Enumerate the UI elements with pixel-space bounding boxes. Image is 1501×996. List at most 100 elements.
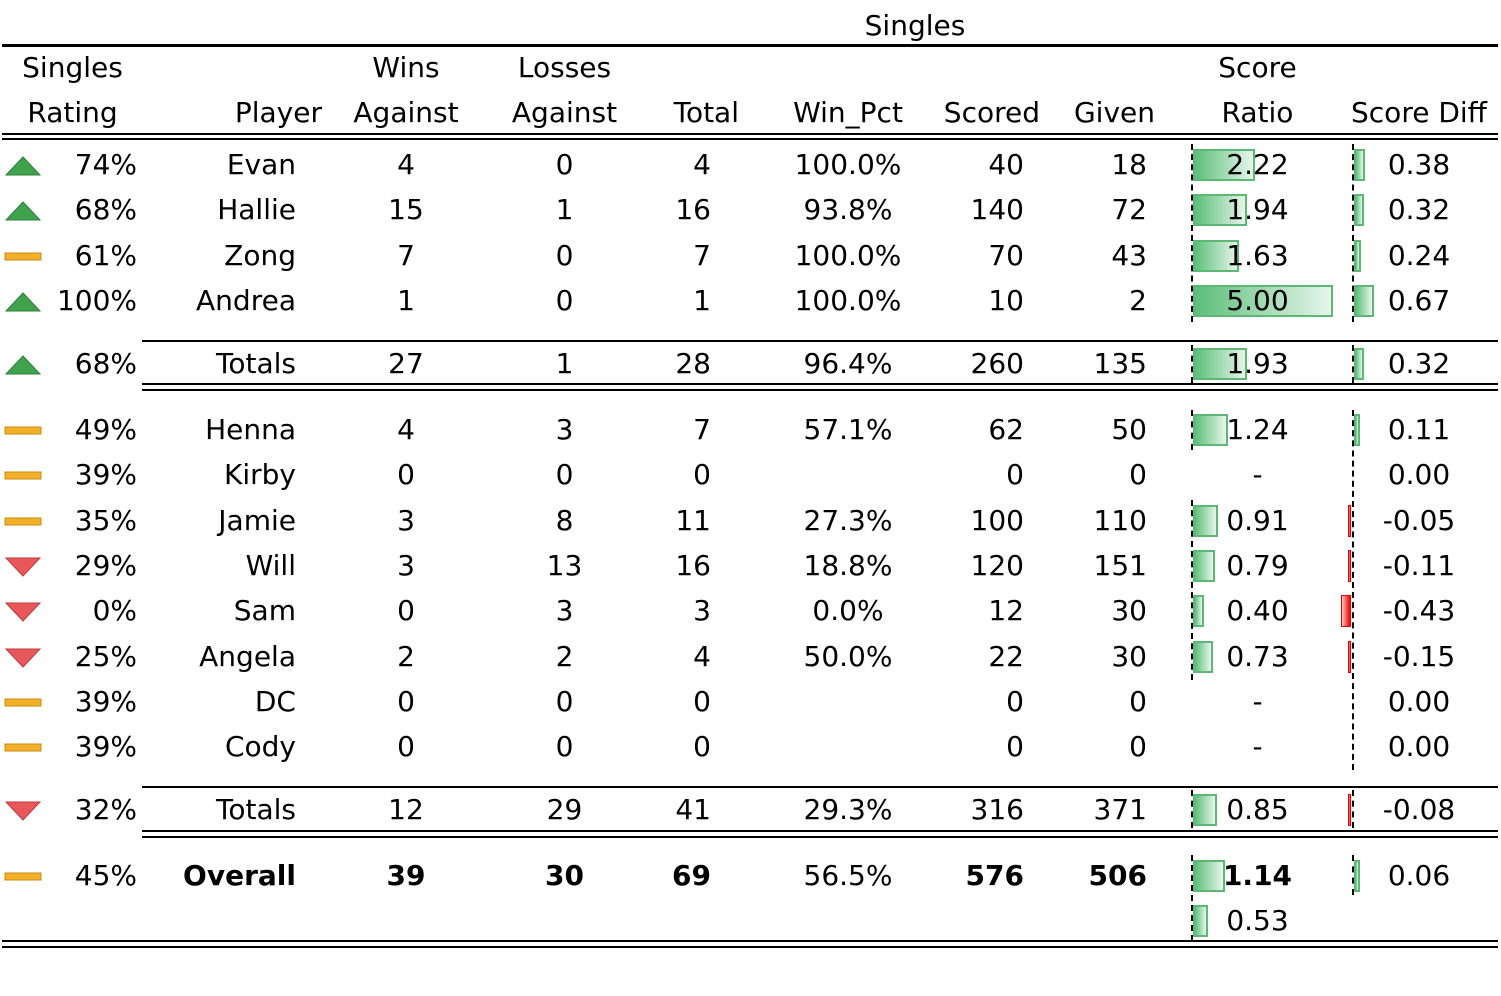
ratio-axis-block2 <box>1191 500 1193 680</box>
cell-wins: 7 <box>397 239 415 272</box>
cell-scored: 10 <box>988 284 1024 317</box>
cell-wins: 3 <box>397 504 415 537</box>
up-triangle-icon <box>4 292 42 312</box>
cell-rating: 45% <box>74 859 137 892</box>
cell-losses: 3 <box>555 594 574 627</box>
cell-diff: 0.24 <box>1387 239 1451 272</box>
diff-axis-block1 <box>1352 144 1354 322</box>
cell-ratio: 1.14 <box>1222 859 1293 892</box>
cell-ratio: 1.94 <box>1226 193 1289 226</box>
ratio-data-bar <box>1193 505 1218 537</box>
cell-diff: -0.43 <box>1382 594 1456 627</box>
header-wins-l2: Against <box>353 96 459 129</box>
cell-player: Will <box>245 549 296 582</box>
diff-positive-bar <box>1354 149 1365 181</box>
cell-losses: 0 <box>555 685 574 718</box>
cell-given: 2 <box>1129 284 1147 317</box>
diff-positive-bar <box>1354 194 1364 226</box>
cell-win-pct: 100.0% <box>794 239 902 272</box>
cell-losses: 30 <box>545 859 584 892</box>
cell-diff: 0.11 <box>1387 413 1451 446</box>
diff-negative-bar <box>1348 550 1351 582</box>
cell-scored: 12 <box>988 594 1024 627</box>
flat-dash-icon <box>4 426 42 435</box>
cell-wins: 27 <box>388 347 424 380</box>
diff-positive-bar <box>1354 240 1361 272</box>
flat-dash-icon <box>4 743 42 752</box>
cell-scored: 576 <box>965 859 1024 892</box>
cell-losses: 3 <box>555 413 574 446</box>
diff-axis-totals2 <box>1352 790 1354 828</box>
cell-wins: 0 <box>397 594 415 627</box>
header-rule-bottom <box>2 138 1498 140</box>
cell-player: Zong <box>224 239 296 272</box>
cell-diff: 0.00 <box>1387 458 1451 491</box>
cell-player: Kirby <box>224 458 296 491</box>
cell-rating: 25% <box>74 640 137 673</box>
cell-player: Jamie <box>218 504 296 537</box>
cell-given: 0 <box>1129 685 1147 718</box>
cell-wins: 2 <box>397 640 415 673</box>
cell-player: Henna <box>205 413 296 446</box>
cell-scored: 0 <box>1006 685 1024 718</box>
cell-losses: 2 <box>555 640 574 673</box>
cell-scored: 316 <box>970 793 1024 826</box>
header-ratio-l2: Ratio <box>1221 96 1294 129</box>
cell-win-pct: 0.0% <box>812 594 884 627</box>
cell-win-pct: 27.3% <box>803 504 893 537</box>
cell-losses: 0 <box>555 148 574 181</box>
cell-ratio: 0.91 <box>1226 504 1289 537</box>
header-rule-top <box>2 133 1498 135</box>
header-ratio-l1: Score <box>1218 51 1297 84</box>
cell-total: 16 <box>675 193 711 226</box>
down-triangle-icon <box>4 557 42 577</box>
header-score-diff: Score Diff <box>1351 96 1487 129</box>
ratio-data-bar <box>1193 595 1204 627</box>
header-losses-l1: Losses <box>517 51 612 84</box>
cell-ratio: 5.00 <box>1226 284 1289 317</box>
cell-win-pct: 57.1% <box>803 413 893 446</box>
cell-scored: 70 <box>988 239 1024 272</box>
cell-wins: 4 <box>397 413 415 446</box>
down-triangle-icon <box>4 801 42 821</box>
cell-losses: 1 <box>555 193 574 226</box>
cell-total: 11 <box>675 504 711 537</box>
totals2-rule-mid <box>142 830 1498 832</box>
flat-dash-icon <box>4 471 42 480</box>
cell-diff: 0.00 <box>1387 730 1451 763</box>
flat-dash-icon <box>4 872 42 881</box>
cell-player: Sam <box>233 594 296 627</box>
cell-win-pct: 100.0% <box>794 148 902 181</box>
ratio-axis-totals1 <box>1191 345 1193 383</box>
diff-axis-totals1 <box>1352 345 1354 383</box>
header-rating-l1: Singles <box>22 51 123 84</box>
cell-wins: 12 <box>388 793 424 826</box>
cell-win-pct: 18.8% <box>803 549 893 582</box>
diff-positive-bar <box>1354 860 1360 892</box>
header-player: Player <box>234 96 322 129</box>
group-title: Singles <box>864 9 966 42</box>
cell-scored: 260 <box>970 347 1024 380</box>
cell-given: 110 <box>1093 504 1147 537</box>
totals2-rule-top <box>142 786 1498 788</box>
cell-diff: 0.06 <box>1387 859 1451 892</box>
cell-rating: 29% <box>74 549 137 582</box>
header-total: Total <box>673 96 739 129</box>
cell-wins: 0 <box>397 458 415 491</box>
cell-ratio: 0.85 <box>1226 793 1289 826</box>
cell-ratio: 0.53 <box>1226 904 1289 937</box>
footer-rule-top <box>2 940 1498 942</box>
cell-rating: 39% <box>74 685 137 718</box>
ratio-axis-overall <box>1191 855 1193 941</box>
cell-rating: 39% <box>74 730 137 763</box>
cell-given: 30 <box>1111 640 1147 673</box>
cell-given: 72 <box>1111 193 1147 226</box>
up-triangle-icon <box>4 355 42 375</box>
flat-dash-icon <box>4 698 42 707</box>
cell-diff: 0.32 <box>1387 193 1451 226</box>
ratio-data-bar <box>1193 285 1333 317</box>
cell-wins: 0 <box>397 730 415 763</box>
cell-losses: 1 <box>555 347 574 380</box>
cell-wins: 0 <box>397 685 415 718</box>
cell-total: 4 <box>693 148 711 181</box>
